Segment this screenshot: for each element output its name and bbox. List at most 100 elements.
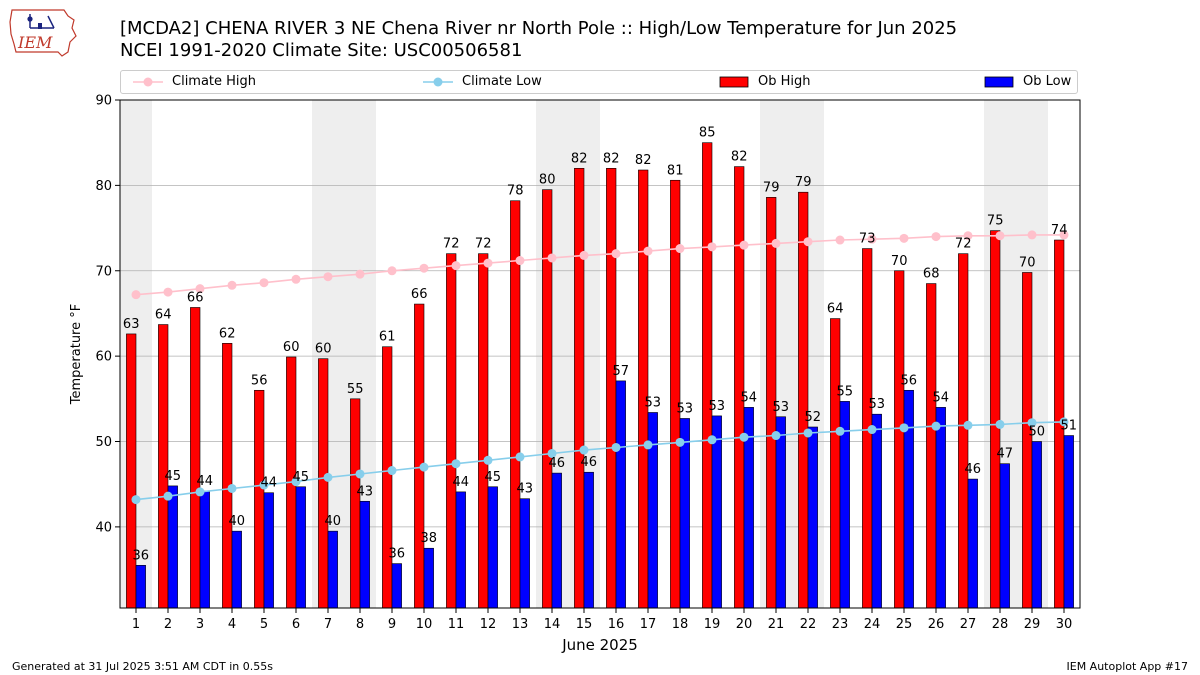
- ob-low-bar: [775, 416, 786, 609]
- ob-high-label: 66: [187, 290, 204, 305]
- ob-low-label: 54: [741, 390, 758, 405]
- ob-high-bar: [638, 169, 649, 609]
- legend-item-ob-low: Ob Low: [984, 74, 1071, 89]
- ob-high-label: 56: [251, 373, 268, 388]
- climate-high-point: [1027, 230, 1037, 240]
- climate-high-point: [323, 272, 333, 282]
- ob-high-label: 79: [795, 175, 812, 190]
- climate-low-point: [867, 425, 877, 435]
- climate-high-point: [867, 234, 877, 244]
- ob-low-bar: [295, 486, 306, 609]
- climate-low-point: [963, 420, 973, 430]
- ob-low-label: 51: [1061, 419, 1078, 434]
- ob-high-bar: [734, 166, 745, 609]
- ob-high-label: 66: [411, 287, 428, 302]
- ob-low-label: 52: [805, 410, 822, 425]
- ob-low-bar: [903, 389, 914, 609]
- climate-low-swatch: [423, 77, 453, 86]
- climate-low-point: [579, 445, 589, 455]
- ob-low-label: 44: [197, 474, 214, 489]
- climate-low-point: [771, 431, 781, 441]
- ob-high-bar: [350, 398, 361, 609]
- ob-high-label: 70: [1019, 255, 1036, 270]
- climate-high-point: [515, 256, 525, 266]
- chart-legend: Climate High Climate Low Ob High Ob Low: [120, 70, 1078, 94]
- climate-low-point: [611, 442, 621, 452]
- ob-low-bar: [455, 491, 466, 609]
- x-tick-label: 22: [800, 617, 817, 632]
- x-tick-label: 28: [992, 617, 1009, 632]
- ob-low-label: 44: [453, 475, 470, 490]
- x-tick-label: 24: [864, 617, 881, 632]
- climate-low-point: [163, 491, 173, 501]
- ob-low-label: 40: [229, 514, 246, 529]
- climate-high-point: [963, 231, 973, 241]
- y-tick-label: 90: [95, 94, 112, 109]
- ob-high-label: 75: [987, 214, 1004, 229]
- ob-low-bar: [871, 413, 882, 609]
- climate-low-point: [195, 487, 205, 497]
- x-tick-label: 16: [608, 617, 625, 632]
- climate-high-point: [163, 287, 173, 297]
- climate-low-point: [803, 428, 813, 438]
- climate-low-point: [739, 432, 749, 442]
- ob-high-bar: [702, 142, 713, 609]
- ob-high-label: 82: [731, 150, 748, 165]
- climate-high-swatch: [133, 77, 163, 86]
- ob-high-label: 70: [891, 254, 908, 269]
- climate-high-point: [259, 278, 269, 288]
- ob-high-bar: [126, 333, 137, 609]
- climate-high-point: [931, 232, 941, 242]
- ob-high-label: 80: [539, 173, 556, 188]
- chart-title: [MCDA2] CHENA RIVER 3 NE Chena River nr …: [120, 18, 958, 39]
- ob-high-bar: [222, 343, 233, 609]
- ob-high-label: 73: [859, 232, 876, 247]
- x-tick-label: 6: [292, 617, 300, 632]
- legend-label: Ob Low: [1023, 74, 1072, 89]
- ob-low-label: 47: [997, 447, 1014, 462]
- climate-low-line: [135, 421, 1065, 501]
- ob-low-bar: [679, 418, 690, 609]
- ob-low-bar: [999, 463, 1010, 609]
- y-tick-label: 80: [95, 179, 112, 194]
- x-tick-label: 27: [960, 617, 977, 632]
- x-tick-label: 15: [576, 617, 593, 632]
- ob-low-label: 36: [389, 547, 406, 562]
- ob-low-label: 56: [901, 373, 918, 388]
- x-tick-label: 21: [768, 617, 785, 632]
- climate-low-point: [323, 472, 333, 482]
- climate-low-point: [227, 483, 237, 493]
- climate-low-point: [1059, 417, 1069, 427]
- ob-low-label: 43: [517, 482, 534, 497]
- climate-high-point: [195, 284, 205, 294]
- ob-low-label: 45: [485, 470, 502, 485]
- climate-high-point: [387, 266, 397, 276]
- ob-low-bar: [807, 426, 818, 609]
- ob-high-swatch: [719, 76, 749, 87]
- climate-low-point: [387, 466, 397, 476]
- ob-high-label: 81: [667, 163, 684, 178]
- climate-high-point: [483, 258, 493, 268]
- ob-high-label: 72: [475, 237, 492, 252]
- climate-low-point: [291, 477, 301, 487]
- ob-high-bar: [798, 191, 809, 609]
- climate-high-point: [675, 244, 685, 254]
- ob-low-bar: [967, 478, 978, 609]
- ob-high-label: 79: [763, 180, 780, 195]
- climate-low-point: [547, 448, 557, 458]
- climate-low-point: [931, 421, 941, 431]
- ob-low-bar: [359, 500, 370, 609]
- generated-timestamp: Generated at 31 Jul 2025 3:51 AM CDT in …: [12, 660, 273, 673]
- ob-high-label: 82: [635, 153, 652, 168]
- ob-low-label: 50: [1029, 425, 1046, 440]
- ob-low-label: 46: [581, 455, 598, 470]
- ob-high-bar: [958, 253, 969, 609]
- climate-high-point: [995, 231, 1005, 241]
- x-tick-label: 9: [388, 617, 396, 632]
- x-tick-label: 10: [416, 617, 433, 632]
- legend-label: Climate High: [172, 74, 257, 89]
- x-tick-label: 29: [1024, 617, 1041, 632]
- ob-high-label: 85: [699, 126, 716, 141]
- ob-low-bar: [935, 407, 946, 609]
- ob-high-label: 68: [923, 267, 940, 282]
